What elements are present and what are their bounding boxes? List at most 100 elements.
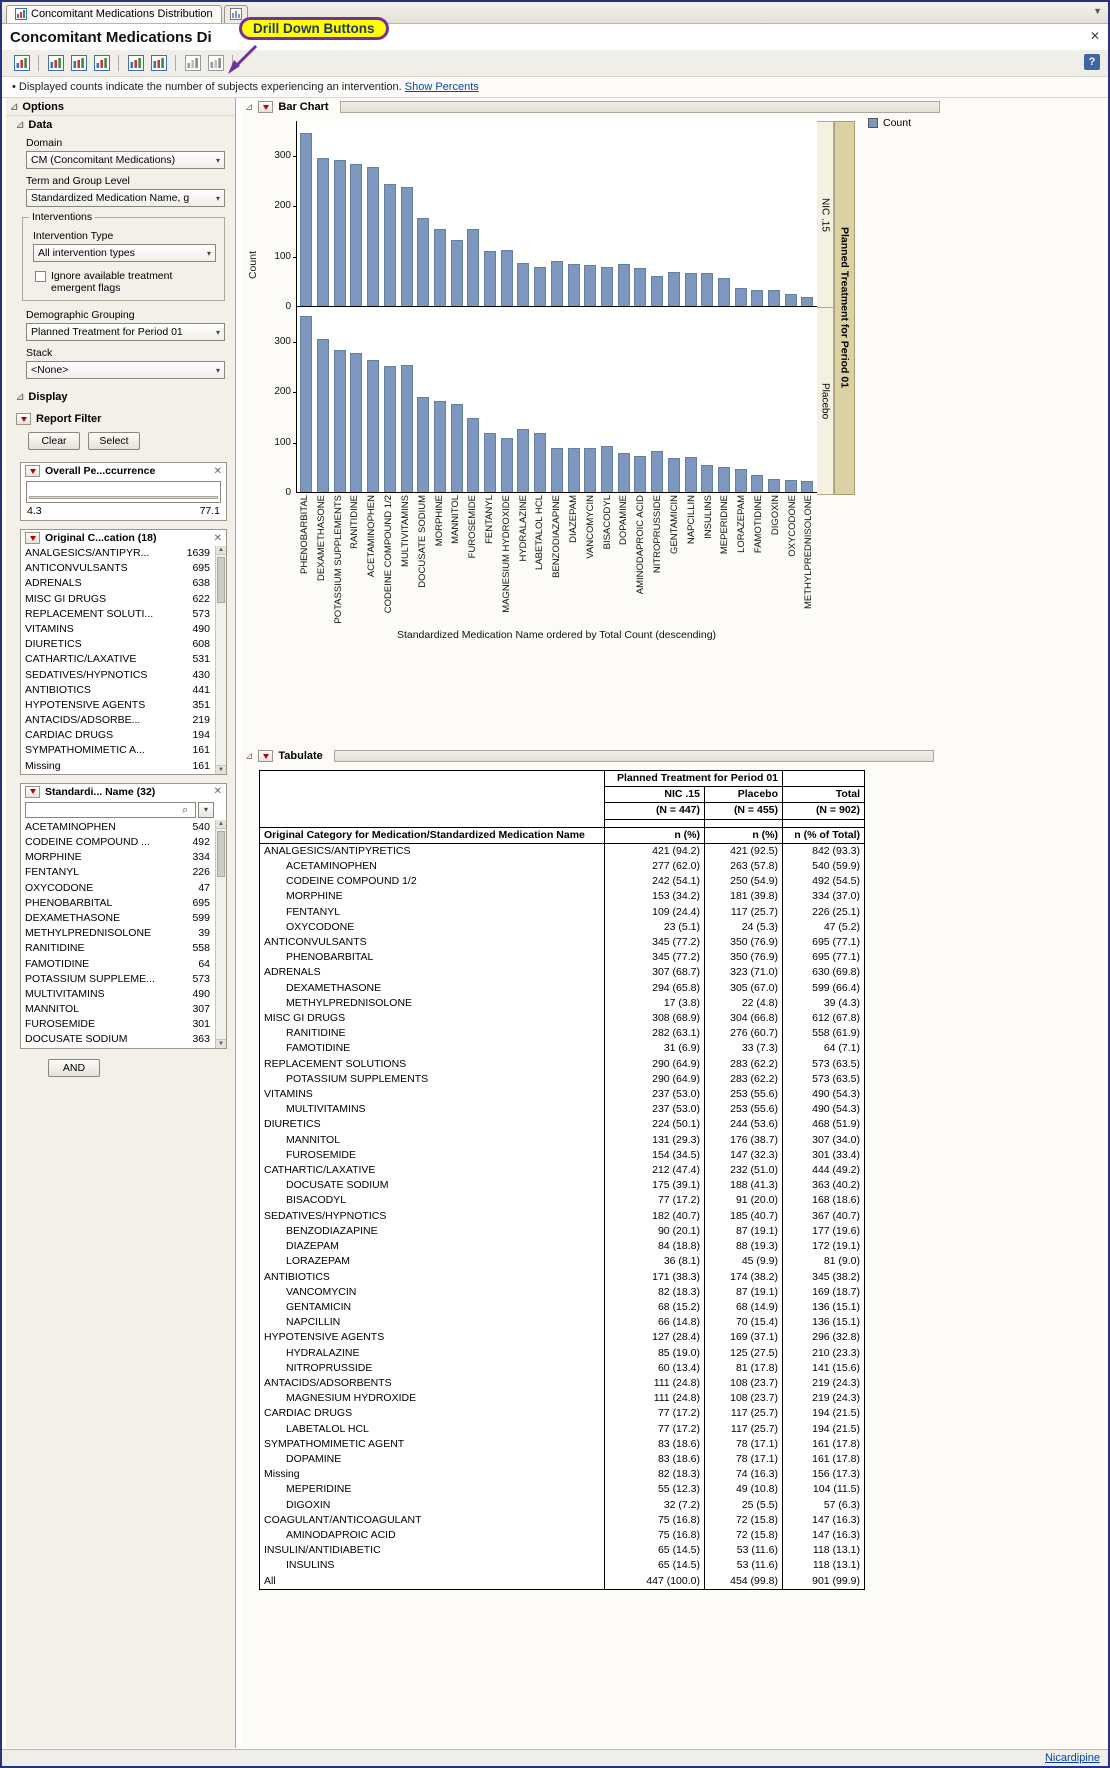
bar[interactable]	[550, 261, 563, 306]
scrollbar[interactable]: ▲ ▼	[215, 819, 226, 1048]
table-row[interactable]: ANTIBIOTICS 171 (38.3) 174 (38.2) 345 (38.2…	[259, 1269, 865, 1285]
data-table-icon[interactable]	[45, 53, 66, 74]
table-row[interactable]: GENTAMICIN 68 (15.2) 68 (14.9) 136 (15.1)	[259, 1299, 865, 1316]
close-icon[interactable]: ✕	[213, 465, 222, 477]
list-item[interactable]: ANALGESICS/ANTIPYR... 1639	[21, 546, 214, 561]
bar[interactable]	[768, 290, 781, 306]
bar[interactable]	[517, 263, 530, 306]
scrollbar[interactable]: ▲ ▼	[215, 546, 226, 774]
and-button[interactable]: AND	[48, 1058, 100, 1077]
bar[interactable]	[601, 267, 613, 306]
bar[interactable]	[617, 264, 630, 306]
table-row[interactable]: COAGULANT/ANTICOAGULANT 75 (16.8) 72 (15.8…	[259, 1512, 865, 1528]
ignore-flags-checkbox[interactable]	[35, 271, 46, 282]
close-icon[interactable]: ✕	[1089, 29, 1100, 43]
bar[interactable]	[634, 268, 647, 306]
red-triangle-menu-icon[interactable]	[258, 101, 274, 113]
bar[interactable]	[567, 264, 580, 306]
bar[interactable]	[367, 167, 380, 306]
options-header[interactable]: ⊿ Options	[6, 98, 235, 116]
subset-data-table-icon[interactable]	[91, 53, 112, 74]
bar[interactable]	[517, 429, 530, 492]
table-row[interactable]: NAPCILLIN 66 (14.8) 70 (15.4) 136 (15.1)	[259, 1315, 865, 1331]
table-row[interactable]: DOCUSATE SODIUM 175 (39.1) 188 (41.3) 363 (…	[259, 1178, 865, 1194]
search-options-dropdown[interactable]: ▾	[198, 801, 214, 818]
bar[interactable]	[617, 453, 630, 492]
window-menu-chevron-icon[interactable]: ▼	[1093, 6, 1102, 16]
scroll-down-icon[interactable]: ▼	[216, 1038, 226, 1048]
bar[interactable]	[450, 240, 463, 306]
tab-graph[interactable]	[223, 5, 248, 23]
table-row[interactable]: OXYCODONE 23 (5.1) 24 (5.3) 47 (5.2)	[259, 919, 865, 936]
bar[interactable]	[350, 164, 363, 306]
bar[interactable]	[751, 475, 764, 492]
list-item[interactable]: OXYCODONE 47	[21, 881, 214, 896]
table-row[interactable]: MAGNESIUM HYDROXIDE 111 (24.8) 108 (23.7) 2…	[259, 1391, 865, 1407]
bar[interactable]	[784, 294, 797, 306]
bar[interactable]	[433, 229, 446, 306]
bar[interactable]	[717, 278, 730, 306]
table-row[interactable]: AMINODAPROIC ACID 75 (16.8) 72 (15.8) 147 (…	[259, 1527, 865, 1544]
table-row[interactable]: MEPERIDINE 55 (12.3) 49 (10.8) 104 (11.5)	[259, 1482, 865, 1498]
scroll-up-icon[interactable]: ▲	[216, 546, 226, 555]
bar[interactable]	[417, 397, 430, 492]
list-item[interactable]: MANNITOL 307	[21, 1002, 214, 1017]
list-item[interactable]: PHENOBARBITAL 695	[21, 896, 214, 911]
bar[interactable]	[667, 272, 680, 306]
bar[interactable]	[751, 290, 764, 306]
disclosure-icon[interactable]: ⊿	[16, 119, 25, 131]
table-row[interactable]: PHENOBARBITAL 345 (77.2) 350 (76.9) 695 (77…	[259, 950, 865, 966]
list-item[interactable]: ANTIBIOTICS 441	[21, 683, 214, 698]
table-row[interactable]: CODEINE COMPOUND 1/2 242 (54.1) 250 (54.9)…	[259, 874, 865, 890]
table-row[interactable]: HYDRALAZINE 85 (19.0) 125 (27.5) 210 (23.3)	[259, 1345, 865, 1361]
percent-occurrence-slider[interactable]	[26, 481, 221, 503]
bar[interactable]	[500, 438, 513, 492]
bar[interactable]	[383, 184, 396, 306]
table-row[interactable]: Missing 82 (18.3) 74 (16.3) 156 (17.3)	[259, 1467, 865, 1483]
scrollbar-thumb[interactable]	[217, 557, 225, 603]
disclosure-icon[interactable]: ⊿	[10, 101, 19, 113]
table-row[interactable]: SYMPATHOMIMETIC AGENT 83 (18.6) 78 (17.1) 1…	[259, 1436, 865, 1452]
disclosure-icon[interactable]: ⊿	[16, 391, 25, 403]
bar[interactable]	[400, 187, 413, 306]
bar[interactable]	[317, 158, 330, 306]
stack-select[interactable]: <None> ▾	[26, 361, 225, 379]
bar[interactable]	[417, 218, 430, 306]
nicardipine-link[interactable]: Nicardipine	[1044, 1752, 1100, 1764]
table-row[interactable]: NITROPRUSSIDE 60 (13.4) 81 (17.8) 141 (15.6…	[259, 1360, 865, 1376]
list-item[interactable]: POTASSIUM SUPPLEME... 573	[21, 972, 214, 987]
bar[interactable]	[383, 366, 396, 492]
outline-title-bar[interactable]	[333, 750, 934, 762]
list-item[interactable]: VITAMINS 490	[21, 622, 214, 637]
list-item[interactable]: ACETAMINOPHEN 540	[21, 820, 214, 835]
bar[interactable]	[734, 469, 747, 492]
list-item[interactable]: FUROSEMIDE 301	[21, 1017, 214, 1032]
data-section-header[interactable]: ⊿ Data	[6, 116, 235, 133]
table-row[interactable]: DIGOXIN 32 (7.2) 25 (5.5) 57 (6.3)	[259, 1497, 865, 1513]
table-row[interactable]: ANTICONVULSANTS 345 (77.2) 350 (76.9) 695 (…	[259, 935, 865, 951]
display-section-header[interactable]: ⊿ Display	[6, 381, 235, 405]
graph-builder-icon[interactable]	[125, 53, 146, 74]
table-row[interactable]: BISACODYL 77 (17.2) 91 (20.0) 168 (18.6)	[259, 1193, 865, 1209]
table-row[interactable]: FAMOTIDINE 31 (6.9) 33 (7.3) 64 (7.1)	[259, 1041, 865, 1057]
list-item[interactable]: Missing 161	[21, 759, 214, 774]
table-row[interactable]: SEDATIVES/HYPNOTICS 182 (40.7) 185 (40.7) 3…	[259, 1208, 865, 1224]
table-row[interactable]: POTASSIUM SUPPLEMENTS 290 (64.9) 283 (62.2…	[259, 1071, 865, 1088]
list-item[interactable]: REPLACEMENT SOLUTI... 573	[21, 607, 214, 622]
clear-button[interactable]: Clear	[28, 432, 80, 450]
bar[interactable]	[667, 458, 680, 492]
red-triangle-menu-icon[interactable]	[25, 532, 40, 544]
bar[interactable]	[634, 456, 647, 492]
bar[interactable]	[333, 160, 346, 306]
intervention-type-select[interactable]: All intervention types ▾	[33, 244, 216, 262]
table-row[interactable]: FENTANYL 109 (24.4) 117 (25.7) 226 (25.1)	[259, 904, 865, 920]
bar[interactable]	[450, 404, 463, 492]
table-row[interactable]: ADRENALS 307 (68.7) 323 (71.0) 630 (69.8)	[259, 965, 865, 981]
bar[interactable]	[784, 480, 797, 492]
table-row[interactable]: LORAZEPAM 36 (8.1) 45 (9.9) 81 (9.0)	[259, 1254, 865, 1270]
list-item[interactable]: DEXAMETHASONE 599	[21, 911, 214, 926]
bar[interactable]	[484, 251, 497, 306]
disclosure-icon[interactable]: ⊿	[245, 101, 254, 113]
list-item[interactable]: MORPHINE 334	[21, 850, 214, 865]
bar[interactable]	[300, 133, 313, 306]
